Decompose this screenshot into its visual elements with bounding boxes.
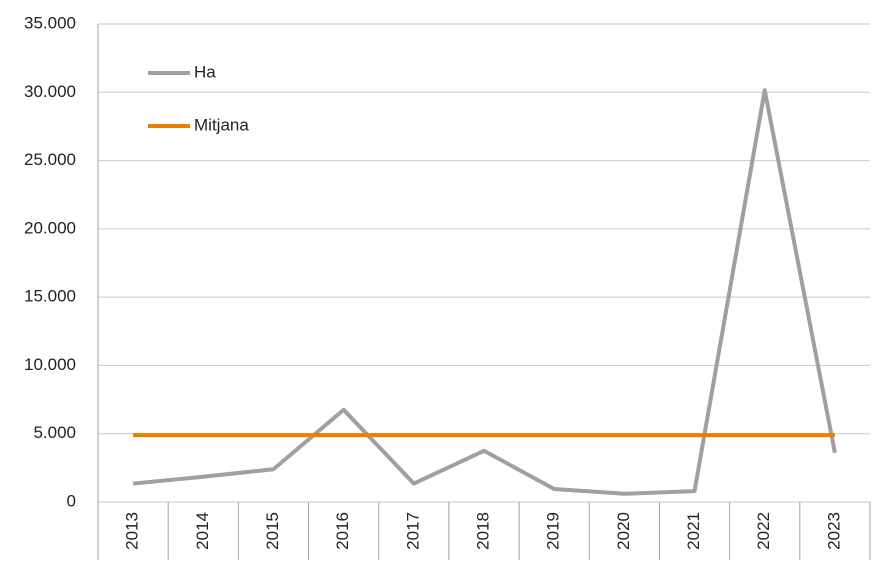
x-tick-label: 2017 xyxy=(403,512,422,550)
y-tick-label: 5.000 xyxy=(33,423,76,442)
y-tick-label: 25.000 xyxy=(24,150,76,169)
x-tick-label: 2020 xyxy=(614,512,633,550)
series-line xyxy=(132,88,837,496)
y-tick-label: 20.000 xyxy=(24,218,76,237)
legend-label: Ha xyxy=(194,62,216,81)
legend-label: Mitjana xyxy=(194,115,249,134)
y-tick-label: 15.000 xyxy=(24,287,76,306)
x-tick-label: 2021 xyxy=(684,512,703,550)
x-tick-label: 2022 xyxy=(754,512,773,550)
x-tick-label: 2013 xyxy=(123,512,142,550)
x-tick-label: 2018 xyxy=(473,512,492,550)
x-tick-label: 2014 xyxy=(193,512,212,550)
y-tick-label: 30.000 xyxy=(24,82,76,101)
y-tick-label: 10.000 xyxy=(24,355,76,374)
y-tick-label: 0 xyxy=(67,491,76,510)
x-tick-label: 2023 xyxy=(824,512,843,550)
x-tick-label: 2019 xyxy=(544,512,563,550)
x-tick-label: 2015 xyxy=(263,512,282,550)
x-tick-label: 2016 xyxy=(333,512,352,550)
y-tick-label: 35.000 xyxy=(24,13,76,32)
